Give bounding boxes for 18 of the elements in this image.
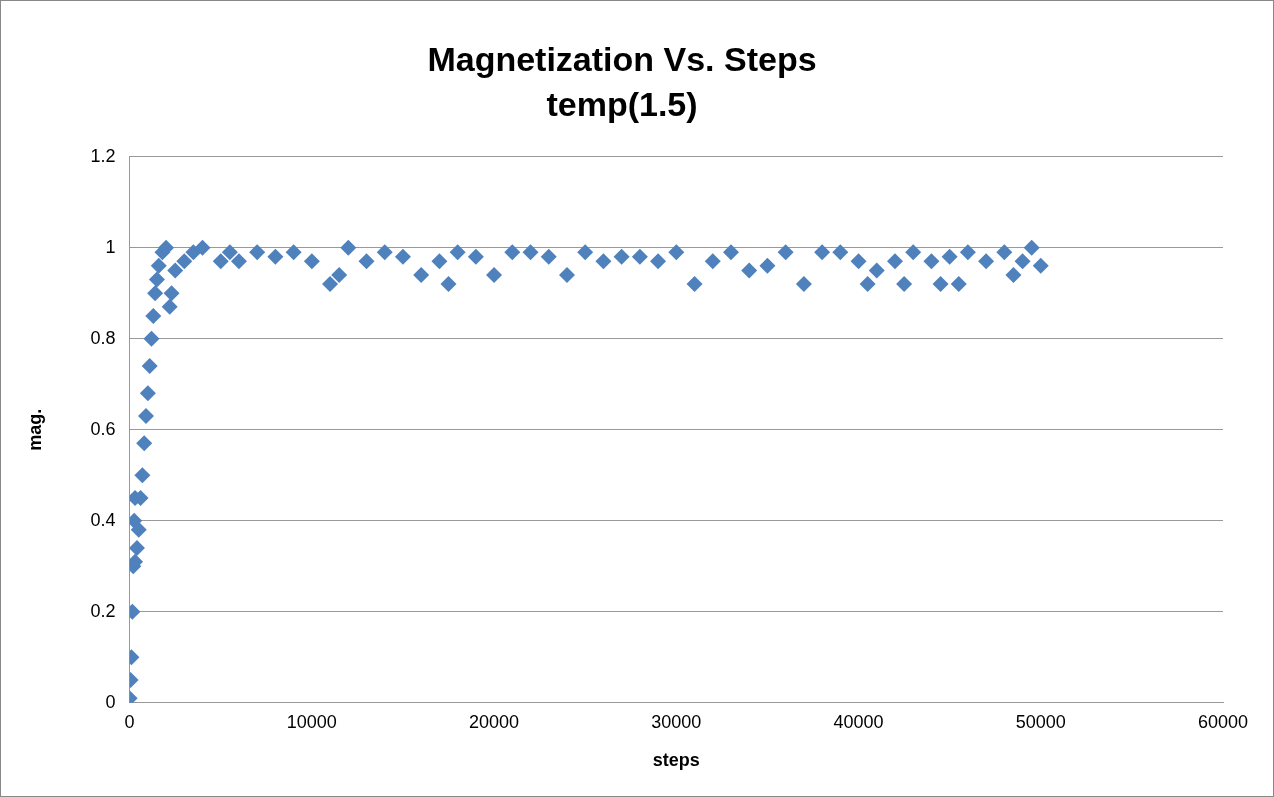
x-tick-label: 10000 xyxy=(286,711,337,732)
x-tick-label: 50000 xyxy=(1015,711,1066,732)
y-tick-label: 1 xyxy=(105,236,116,257)
y-tick-label: 1.2 xyxy=(90,145,116,166)
x-tick-label: 40000 xyxy=(833,711,884,732)
y-tick-label: 0.4 xyxy=(90,509,116,530)
y-tick-label: 0 xyxy=(105,691,116,712)
y-tick-label: 0.8 xyxy=(90,327,116,348)
y-tick-label: 0.6 xyxy=(90,418,116,439)
x-tick-label: 20000 xyxy=(469,711,520,732)
y-axis-title: mag. xyxy=(24,408,45,451)
chart-subtitle: temp(1.5) xyxy=(546,84,698,123)
x-axis-title: steps xyxy=(652,750,700,771)
x-tick-label: 0 xyxy=(124,711,135,732)
x-tick-label: 60000 xyxy=(1197,711,1249,732)
y-tick-label: 0.2 xyxy=(90,600,116,621)
chart-title: Magnetization Vs. Steps xyxy=(427,39,817,78)
x-tick-label: 30000 xyxy=(651,711,702,732)
